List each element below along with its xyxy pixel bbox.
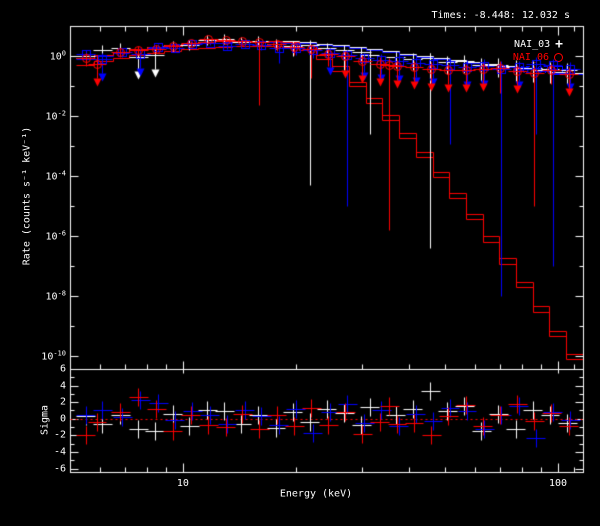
- spectral-fit-plot: Times: -8.448: 12.032 s Rate (counts s⁻¹…: [0, 0, 600, 526]
- spectrum-canvas: [0, 0, 600, 526]
